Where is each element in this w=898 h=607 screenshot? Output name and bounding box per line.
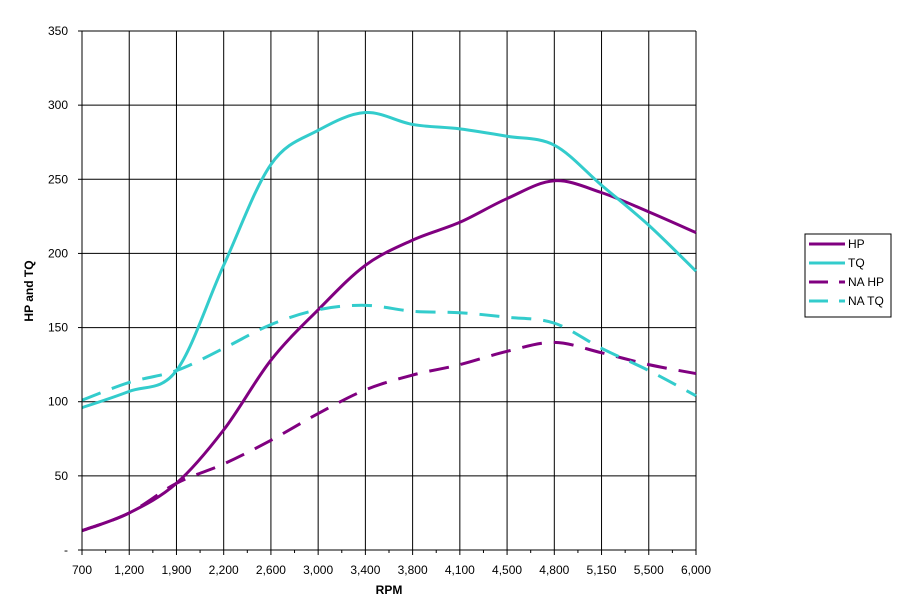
y-tick-label: 200 xyxy=(48,246,68,260)
x-tick-label: 700 xyxy=(72,563,92,577)
x-tick-label: 3,800 xyxy=(398,563,428,577)
y-tick-label: 150 xyxy=(48,321,68,335)
axes: - 50 100 150 200 250 300 350 700 1,200 1,900 2,200 2… xyxy=(48,24,711,577)
x-tick-label: 1,900 xyxy=(161,563,191,577)
x-tick-label: 4,100 xyxy=(445,563,475,577)
y-tick-label: 50 xyxy=(55,469,69,483)
y-tick-label: 300 xyxy=(48,98,68,112)
y-axis-title: HP and TQ xyxy=(22,260,36,321)
x-tick-label: 4,500 xyxy=(492,563,522,577)
x-tick-label: 4,800 xyxy=(539,563,569,577)
x-tick-label: 6,000 xyxy=(681,563,711,577)
y-tick-label: - xyxy=(64,543,68,557)
x-tick-label: 5,500 xyxy=(634,563,664,577)
series-line-tq xyxy=(81,111,698,410)
series-line-na-tq xyxy=(81,303,697,402)
x-tick-label: 1,200 xyxy=(114,563,144,577)
grid xyxy=(81,30,697,551)
series-lines xyxy=(81,111,698,533)
series-line-na-hp xyxy=(81,340,697,533)
x-tick-label: 3,000 xyxy=(303,563,333,577)
y-tick-label: 350 xyxy=(48,24,68,38)
y-tick-label: 250 xyxy=(48,172,68,186)
y-tick-label: 100 xyxy=(48,395,68,409)
legend-label: TQ xyxy=(848,256,865,270)
x-tick-label: 3,400 xyxy=(350,563,380,577)
x-axis-title: RPM xyxy=(376,583,403,597)
series-line-hp xyxy=(81,179,697,533)
legend-label: HP xyxy=(848,237,865,251)
legend: HP TQ NA HP NA TQ xyxy=(804,233,892,318)
x-tick-label: 2,200 xyxy=(209,563,239,577)
x-tick-label: 2,600 xyxy=(256,563,286,577)
legend-box xyxy=(804,233,892,318)
x-tick-label: 5,150 xyxy=(587,563,617,577)
legend-label: NA HP xyxy=(848,275,884,289)
legend-label: NA TQ xyxy=(848,294,884,308)
